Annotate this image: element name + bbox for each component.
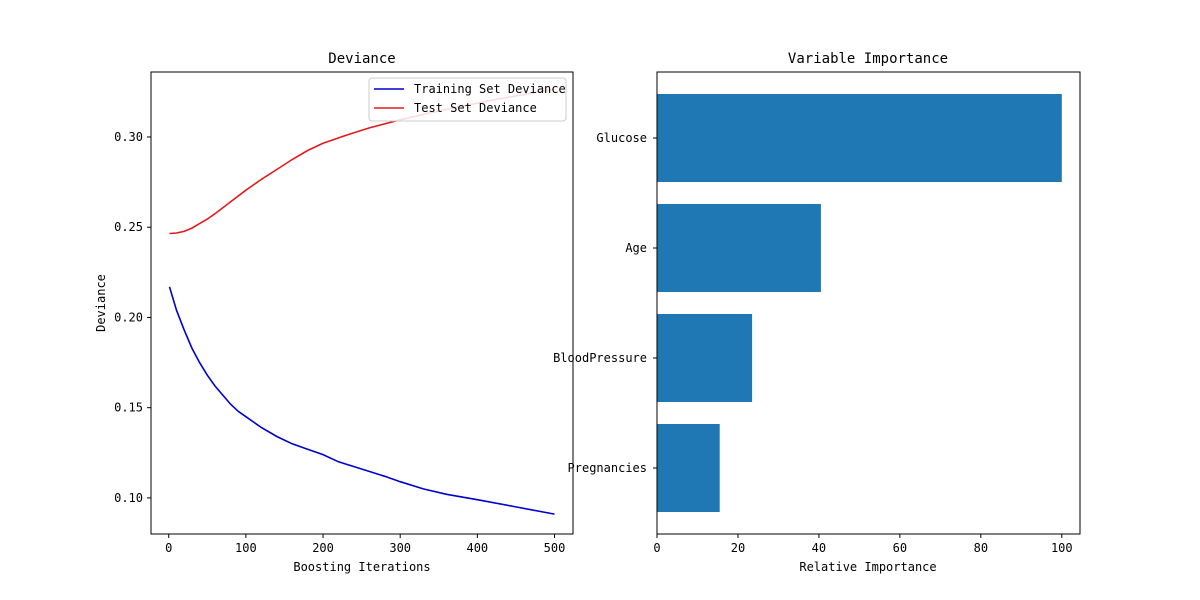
bar-age	[657, 204, 821, 292]
importance-x-axis-label: Relative Importance	[799, 560, 936, 574]
y-tick-label: 0.30	[114, 130, 143, 144]
deviance-axes-frame	[150, 71, 574, 535]
x-tick-label: 100	[1051, 541, 1073, 555]
category-label: Age	[625, 241, 647, 255]
legend-label-test: Test Set Deviance	[414, 101, 537, 115]
x-tick-label: 80	[974, 541, 988, 555]
x-tick-label: 40	[812, 541, 826, 555]
importance-y-ticks: Glucose Age BloodPressure Pregnancies	[553, 131, 657, 475]
bar-glucose	[657, 94, 1062, 182]
importance-chart-title: Variable Importance	[788, 51, 948, 67]
deviance-plot-area	[168, 88, 555, 515]
variable-importance-chart: Variable Importance 0 20 40 60 80 100 Glucose…	[553, 51, 1081, 574]
bar-pregnancies	[657, 424, 720, 512]
x-tick-label: 0	[653, 541, 660, 555]
x-tick-label: 100	[235, 541, 257, 555]
y-tick-label: 0.25	[114, 220, 143, 234]
legend-label-training: Training Set Deviance	[414, 82, 566, 96]
y-tick-label: 0.10	[114, 491, 143, 505]
deviance-y-axis-label: Deviance	[94, 274, 108, 332]
category-label: Pregnancies	[568, 461, 647, 475]
x-tick-label: 300	[389, 541, 411, 555]
deviance-x-axis-label: Boosting Iterations	[293, 560, 430, 574]
category-label: Glucose	[596, 131, 647, 145]
legend-box	[368, 77, 567, 122]
deviance-chart: Deviance 0 100 200 300 400 500 0.100.150.200.…	[94, 51, 574, 574]
category-label: BloodPressure	[553, 351, 647, 365]
x-tick-label: 200	[312, 541, 334, 555]
deviance-x-ticks: 0 100 200 300 400 500	[165, 534, 565, 555]
x-tick-label: 60	[893, 541, 907, 555]
x-tick-label: 500	[544, 541, 566, 555]
bar-bloodpressure	[657, 314, 753, 402]
series-line-training	[168, 286, 555, 515]
importance-axes-frame	[656, 71, 1081, 535]
x-tick-label: 400	[466, 541, 488, 555]
deviance-chart-title: Deviance	[328, 51, 395, 67]
deviance-legend: Training Set Deviance Test Set Deviance	[368, 77, 567, 122]
y-tick-label: 0.15	[114, 401, 143, 415]
deviance-y-ticks: 0.10 0.15 0.20 0.25 0.30	[114, 130, 151, 505]
importance-x-ticks: 0 20 40 60 80 100	[653, 534, 1073, 555]
x-tick-label: 0	[165, 541, 172, 555]
importance-bars	[657, 94, 1062, 512]
y-tick-label: 0.20	[114, 310, 143, 324]
x-tick-label: 20	[731, 541, 745, 555]
